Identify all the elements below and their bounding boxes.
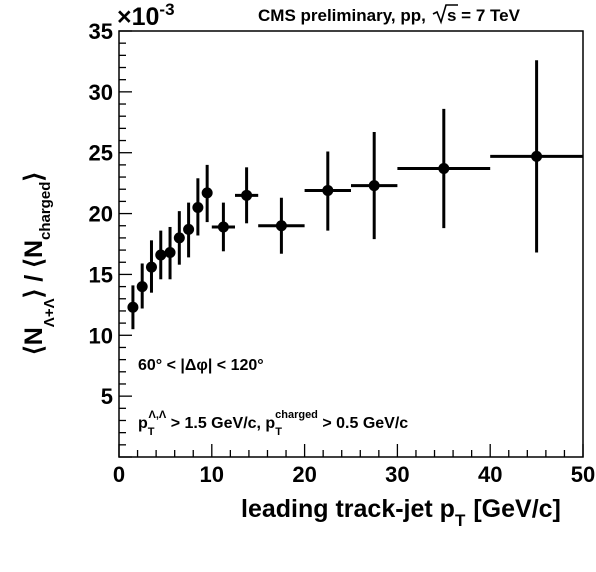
tick-labels: 0 10 20 30 40 50 5 10 15 20 25 30 35 <box>89 19 596 487</box>
x-tick-label: 20 <box>292 462 316 487</box>
point-marker <box>438 163 450 175</box>
data-point <box>235 167 259 224</box>
x-tick-label: 30 <box>385 462 409 487</box>
data-point <box>145 240 157 293</box>
point-marker <box>322 184 334 196</box>
data-points <box>127 60 583 330</box>
data-point <box>155 230 167 280</box>
data-point <box>211 202 235 252</box>
data-point <box>490 60 583 253</box>
annotation-cuts: pTΛ,Λ > 1.5 GeV/c, pTcharged > 0.5 GeV/c <box>138 409 408 438</box>
plot-frame <box>118 30 584 458</box>
sqrt-symbol <box>432 4 458 25</box>
point-marker <box>368 180 380 192</box>
x-tick-label: 0 <box>113 462 125 487</box>
data-point <box>183 202 195 258</box>
data-point <box>201 164 213 223</box>
y-tick-label: 5 <box>101 384 113 409</box>
point-marker <box>136 281 148 293</box>
y-axis-title: ⟨NΛ+Λ⟩ / ⟨Ncharged⟩ <box>20 172 58 355</box>
x-tick-label: 50 <box>571 462 595 487</box>
point-marker <box>241 189 253 201</box>
point-marker <box>531 150 543 162</box>
point-marker <box>127 301 139 313</box>
point-marker <box>173 232 185 244</box>
x-tick-label: 10 <box>200 462 224 487</box>
point-marker <box>183 223 195 235</box>
data-point <box>351 132 398 240</box>
y-tick-label: 10 <box>89 323 113 348</box>
data-point <box>258 197 305 254</box>
point-marker <box>145 261 157 273</box>
point-marker <box>192 201 204 213</box>
exponent-label: ×10-3 <box>117 0 175 31</box>
data-point <box>304 151 351 231</box>
data-point <box>173 211 185 265</box>
x-tick-label: 40 <box>478 462 502 487</box>
x-axis-title: leading track-jet pT [GeV/c] <box>241 495 561 530</box>
chart-header: CMS preliminary, pp, <box>258 6 426 25</box>
axis-ticks <box>118 30 584 458</box>
point-marker <box>275 220 287 232</box>
point-marker <box>164 247 176 259</box>
y-tick-label: 20 <box>89 202 113 227</box>
point-marker <box>155 249 167 261</box>
data-point <box>192 178 204 236</box>
y-tick-label: 15 <box>89 262 113 287</box>
y-tick-label: 30 <box>89 80 113 105</box>
annotation-dphi: 60° < |Δφ| < 120° <box>138 357 264 374</box>
data-point <box>136 263 148 309</box>
y-tick-label: 35 <box>89 19 113 44</box>
point-marker <box>201 187 213 199</box>
data-point <box>164 226 176 280</box>
data-point <box>127 285 139 330</box>
point-marker <box>217 221 229 233</box>
sqrt-s-label: s = 7 TeV <box>447 6 521 25</box>
data-point <box>397 108 491 229</box>
svg-text:⟨NΛ+Λ⟩ / ⟨Ncharged⟩: ⟨NΛ+Λ⟩ / ⟨Ncharged⟩ <box>20 172 58 355</box>
y-tick-label: 25 <box>89 141 113 166</box>
